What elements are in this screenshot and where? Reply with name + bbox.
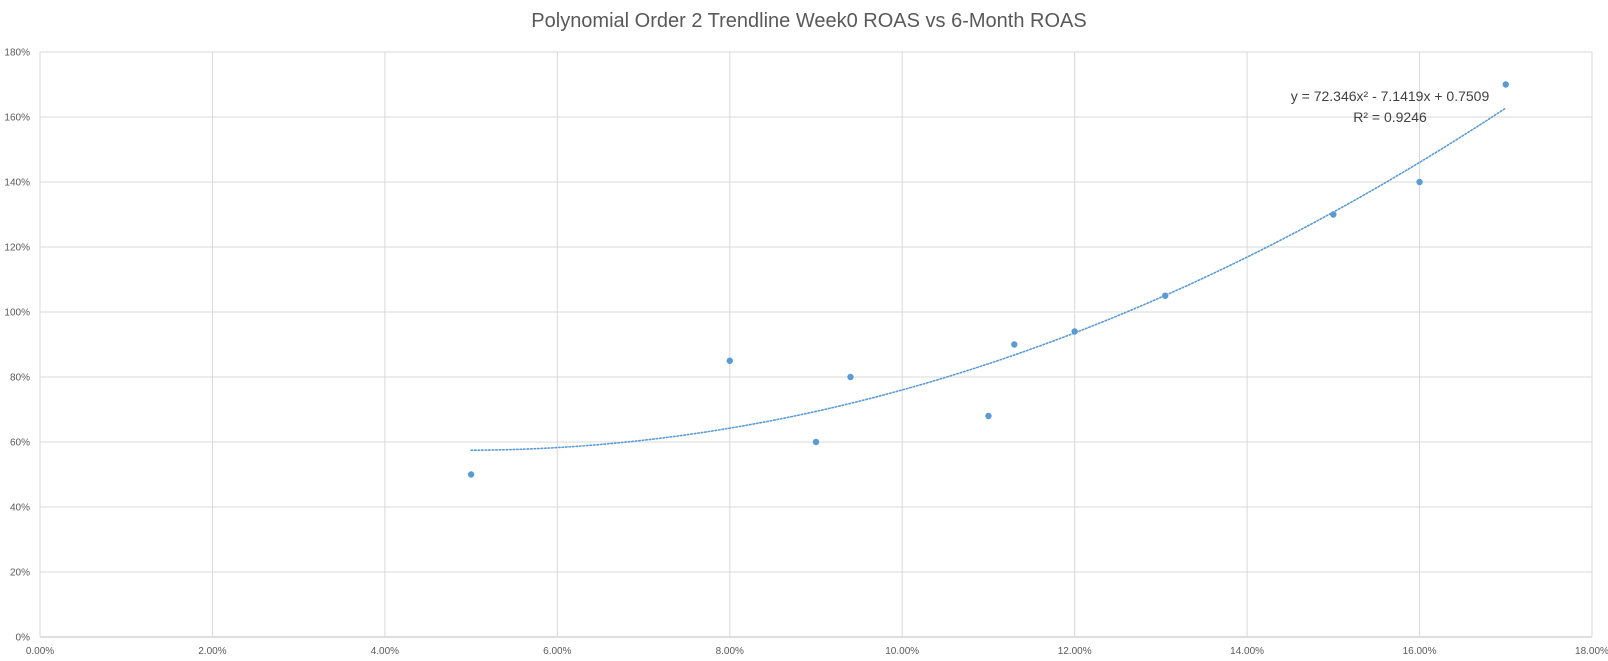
y-tick-label: 180%: [4, 48, 30, 59]
y-tick-label: 60%: [10, 438, 30, 449]
chart-title: Polynomial Order 2 Trendline Week0 ROAS …: [531, 10, 1086, 32]
y-tick-label: 140%: [4, 178, 30, 189]
data-point: [985, 412, 992, 420]
x-axis-tick-labels: 0.00% 2.00% 4.00% 6.00% 8.00% 10.00% 12.00% 14.…: [26, 646, 1608, 657]
data-point: [1011, 341, 1018, 348]
x-tick-label: 10.00%: [885, 646, 919, 657]
y-tick-label: 120%: [4, 243, 30, 254]
data-point: [726, 357, 733, 364]
x-tick-label: 4.00%: [371, 646, 399, 657]
y-tick-label: 160%: [4, 113, 30, 124]
data-point: [467, 471, 475, 478]
y-tick-label: 100%: [4, 308, 30, 319]
x-tick-label: 2.00%: [198, 646, 226, 657]
y-axis-tick-labels: 0% 20% 40% 60% 80% 100% 120% 140% 160% 180%: [4, 48, 30, 644]
grid: [39, 51, 1593, 638]
y-tick-label: 0%: [16, 633, 31, 644]
data-point: [1071, 328, 1078, 335]
x-tick-label: 14.00%: [1230, 646, 1264, 657]
data-point: [1502, 81, 1509, 88]
x-tick-label: 8.00%: [716, 646, 744, 657]
x-tick-label: 18.00%: [1575, 646, 1608, 657]
trendline-layer: [470, 107, 1507, 452]
x-tick-label: 6.00%: [543, 646, 571, 657]
data-point: [1416, 178, 1423, 186]
trendline-equation: y = 72.346x² - 7.1419x + 0.7509: [1291, 88, 1490, 104]
y-tick-label: 20%: [10, 568, 30, 579]
y-tick-label: 40%: [10, 503, 30, 514]
trendline: [470, 107, 1507, 452]
data-point: [812, 438, 820, 446]
data-point: [1330, 211, 1337, 218]
data-point: [1162, 292, 1169, 299]
x-tick-label: 16.00%: [1403, 646, 1437, 657]
y-tick-label: 80%: [10, 373, 30, 384]
x-tick-label: 12.00%: [1058, 646, 1092, 657]
trendline-r-squared: R² = 0.9246: [1353, 109, 1427, 125]
x-tick-label: 0.00%: [26, 646, 54, 657]
data-point: [847, 373, 854, 381]
data-points: [467, 81, 1509, 478]
